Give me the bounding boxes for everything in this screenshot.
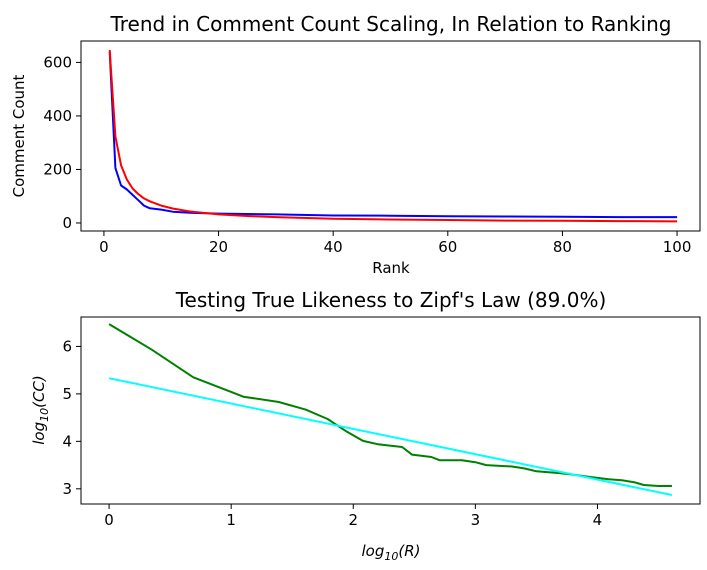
chart-bottom-xlabel-arg: (R) bbox=[398, 542, 420, 560]
chart-bottom-ytick-label: 6 bbox=[62, 337, 72, 355]
chart-bottom-xlabel-base: log bbox=[361, 542, 384, 560]
chart-top-xtick-label: 100 bbox=[663, 238, 692, 256]
chart-top-series-0-line bbox=[108, 51, 678, 219]
chart-bottom-lines bbox=[108, 323, 673, 496]
chart-bottom-ytick-label: 3 bbox=[62, 480, 72, 498]
chart-bottom-frame bbox=[80, 316, 701, 505]
chart-bottom-series-0-line bbox=[108, 323, 672, 487]
chart-top: Trend in Comment Count Scaling, In Relat… bbox=[10, 12, 701, 277]
chart-bottom-ylabel: log10(CC) bbox=[30, 375, 51, 445]
chart-top-xtick-label: 0 bbox=[99, 238, 109, 256]
chart-bottom-xlabel-sub: 10 bbox=[384, 550, 398, 563]
chart-top-series-1-line bbox=[108, 50, 678, 223]
chart-bottom-xtick-label: 0 bbox=[104, 511, 114, 529]
chart-bottom-xtick-label: 1 bbox=[226, 511, 236, 529]
chart-top-lines bbox=[108, 50, 678, 223]
chart-bottom: Testing True Likeness to Zipf's Law (89.… bbox=[30, 288, 701, 563]
chart-top-ytick-label: 600 bbox=[43, 53, 72, 71]
chart-top-ytick-label: 400 bbox=[43, 107, 72, 125]
chart-top-yticks: 0 200 400 600 bbox=[43, 53, 81, 232]
chart-bottom-xticks: 0 1 2 3 4 bbox=[104, 504, 602, 529]
chart-top-xtick-label: 20 bbox=[209, 238, 228, 256]
chart-top-xticks: 0 20 40 60 80 100 bbox=[99, 231, 691, 256]
chart-bottom-title: Testing True Likeness to Zipf's Law (89.… bbox=[175, 288, 607, 312]
chart-bottom-ylabel-base: log bbox=[30, 422, 48, 445]
chart-bottom-ytick-label: 5 bbox=[62, 385, 72, 403]
chart-top-ytick-label: 0 bbox=[62, 214, 72, 232]
chart-bottom-xlabel: log10(R) bbox=[361, 542, 420, 563]
chart-bottom-series-1-line bbox=[108, 377, 673, 496]
chart-bottom-ylabel-arg: (CC) bbox=[30, 375, 48, 408]
chart-bottom-yticks: 3 4 5 6 bbox=[62, 337, 81, 498]
chart-top-xtick-label: 80 bbox=[553, 238, 572, 256]
chart-top-xlabel: Rank bbox=[372, 259, 410, 277]
chart-top-ytick-label: 200 bbox=[43, 160, 72, 178]
chart-top-xtick-label: 40 bbox=[324, 238, 343, 256]
chart-top-ylabel: Comment Count bbox=[10, 74, 28, 197]
chart-bottom-xtick-label: 4 bbox=[593, 511, 603, 529]
chart-top-xtick-label: 60 bbox=[438, 238, 457, 256]
chart-top-title: Trend in Comment Count Scaling, In Relat… bbox=[110, 12, 672, 36]
chart-bottom-ylabel-sub: 10 bbox=[38, 408, 51, 422]
chart-top-frame bbox=[80, 40, 701, 232]
chart-bottom-xtick-label: 2 bbox=[348, 511, 358, 529]
chart-bottom-xtick-label: 3 bbox=[471, 511, 481, 529]
chart-bottom-ytick-label: 4 bbox=[62, 432, 72, 450]
